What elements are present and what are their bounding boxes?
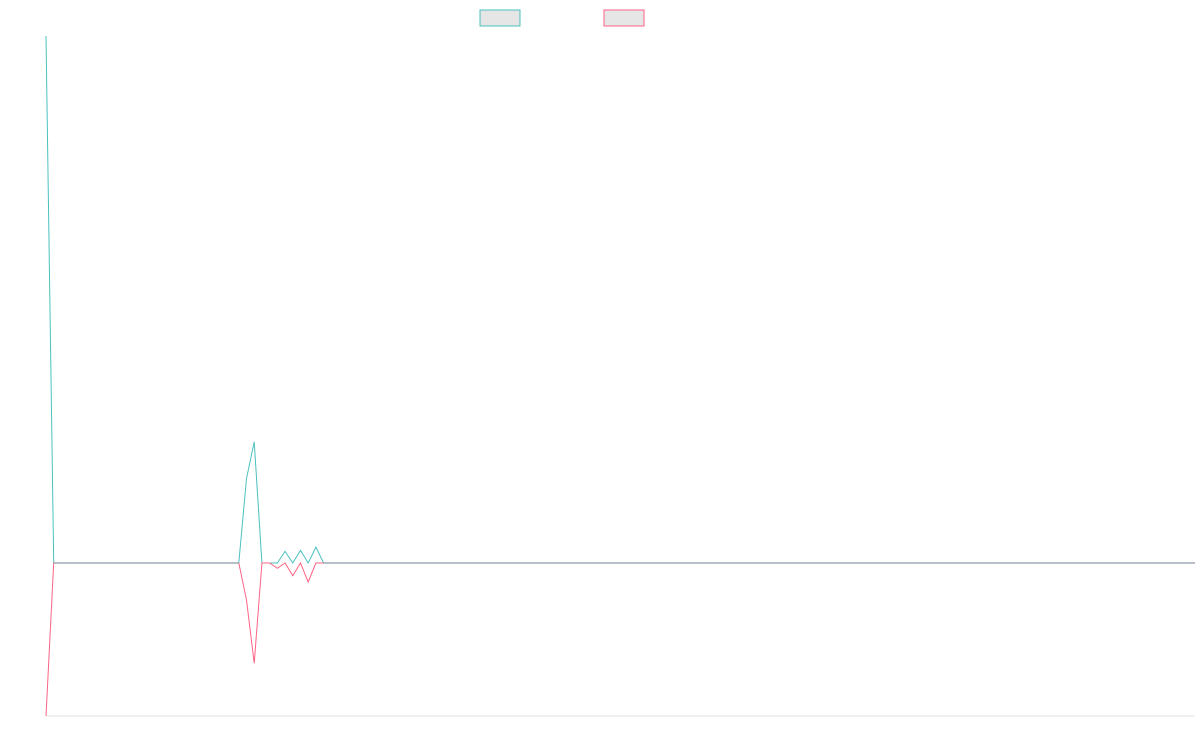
series-line-2 xyxy=(45,561,1195,717)
series-line-1 xyxy=(45,35,1195,565)
legend-swatch-2[interactable] xyxy=(603,9,645,27)
plot-area xyxy=(45,35,1195,717)
legend-swatch-1[interactable] xyxy=(479,9,521,27)
legend[interactable] xyxy=(479,9,645,27)
